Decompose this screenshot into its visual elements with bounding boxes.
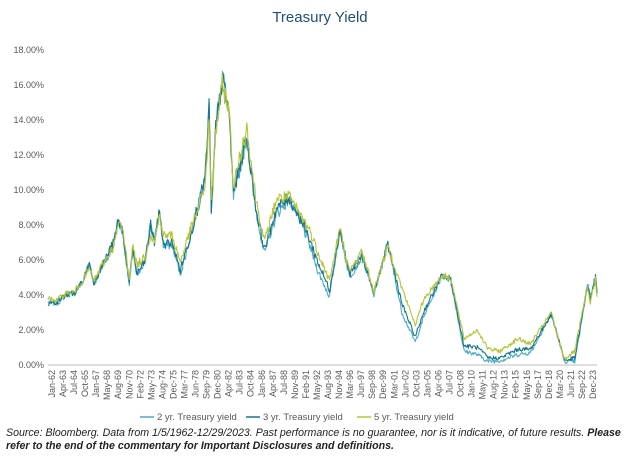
x-tick-label: Apr-63 bbox=[58, 370, 68, 397]
y-tick-label: 14.00% bbox=[13, 115, 44, 125]
x-tick-label: Nov-94 bbox=[334, 370, 344, 399]
x-tick-label: Nov-89 bbox=[290, 370, 300, 399]
x-tick-label: May-73 bbox=[146, 370, 156, 400]
x-tick-label: Aug-93 bbox=[323, 370, 333, 399]
x-tick-label: Oct-84 bbox=[246, 370, 256, 397]
x-tick-label: Oct-65 bbox=[80, 370, 90, 397]
x-tick-label: Sep-22 bbox=[577, 370, 587, 399]
x-tick-label: Oct-03 bbox=[411, 370, 421, 397]
x-tick-label: Apr-82 bbox=[224, 370, 234, 397]
x-tick-label: Aug-74 bbox=[157, 370, 167, 399]
legend-label: 5 yr. Treasury yield bbox=[374, 412, 454, 423]
x-tick-label: Sep-17 bbox=[533, 370, 543, 399]
x-tick-label: Jan-10 bbox=[467, 370, 477, 398]
x-tick-label: Jun-02 bbox=[400, 370, 410, 398]
x-tick-label: Dec-80 bbox=[213, 370, 223, 399]
x-tick-label: Mar-01 bbox=[389, 370, 399, 399]
x-tick-label: Mar-20 bbox=[555, 370, 565, 399]
x-axis-ticks: Jan-62 Apr-63 Jul-64 Oct-65 Jan-67 May-68 Aug-… bbox=[47, 370, 598, 400]
x-tick-label: Feb-72 bbox=[135, 370, 145, 399]
chart-title: Treasury Yield bbox=[272, 9, 368, 26]
y-axis-ticks: 0.00% 2.00% 4.00% 6.00% 8.00% 10.00% 12.00% 14.… bbox=[13, 45, 44, 370]
x-tick-label: Dec-23 bbox=[588, 370, 598, 399]
legend: 2 yr. Treasury yield 3 yr. Treasury yield… bbox=[140, 412, 454, 423]
x-tick-label: Jul-83 bbox=[235, 370, 245, 395]
x-tick-label: Mar-96 bbox=[345, 370, 355, 399]
treasury-yield-chart: 0.00% 2.00% 4.00% 6.00% 8.00% 10.00% 12.00% 14.… bbox=[13, 45, 598, 423]
x-tick-label: Jul-88 bbox=[279, 370, 289, 395]
series-layer bbox=[47, 70, 598, 365]
x-tick-label: Jun-21 bbox=[566, 370, 576, 398]
x-tick-label: Aug-12 bbox=[489, 370, 499, 399]
series-line-1 bbox=[47, 70, 598, 365]
x-tick-label: Feb-91 bbox=[301, 370, 311, 399]
x-tick-label: May-92 bbox=[312, 370, 322, 400]
x-tick-label: Jun-97 bbox=[356, 370, 366, 398]
y-tick-label: 16.00% bbox=[13, 80, 44, 90]
x-tick-label: Feb-15 bbox=[511, 370, 521, 399]
source-text: Source: Bloomberg. Data from 1/5/1962-12… bbox=[6, 427, 585, 439]
y-tick-label: 6.00% bbox=[18, 255, 44, 265]
y-tick-label: 8.00% bbox=[18, 220, 44, 230]
x-tick-label: Dec-18 bbox=[544, 370, 554, 399]
x-tick-label: Jan-67 bbox=[91, 370, 101, 398]
x-tick-label: Jan-05 bbox=[422, 370, 432, 398]
y-tick-label: 2.00% bbox=[18, 325, 44, 335]
x-tick-label: May-16 bbox=[522, 370, 532, 400]
legend-label: 2 yr. Treasury yield bbox=[157, 412, 237, 423]
x-tick-label: Mar-77 bbox=[179, 370, 189, 399]
x-tick-label: Jan-62 bbox=[47, 370, 57, 398]
x-tick-label: Apr-06 bbox=[433, 370, 443, 397]
y-tick-label: 4.00% bbox=[18, 290, 44, 300]
x-tick-label: Nov-70 bbox=[124, 370, 134, 399]
series-line-2 bbox=[47, 72, 598, 362]
y-tick-label: 0.00% bbox=[18, 360, 44, 370]
legend-label: 3 yr. Treasury yield bbox=[263, 412, 343, 423]
x-tick-label: Jun-78 bbox=[191, 370, 201, 398]
x-tick-label: Oct-08 bbox=[456, 370, 466, 397]
y-tick-label: 10.00% bbox=[13, 185, 44, 195]
x-tick-label: May-11 bbox=[478, 370, 488, 399]
source-note: Source: Bloomberg. Data from 1/5/1962-12… bbox=[6, 427, 634, 453]
x-tick-label: Dec-99 bbox=[378, 370, 388, 399]
x-tick-label: May-68 bbox=[102, 370, 112, 400]
x-tick-label: Jul-07 bbox=[444, 370, 454, 395]
x-tick-label: Apr-87 bbox=[268, 370, 278, 397]
x-tick-label: Jan-86 bbox=[257, 370, 267, 398]
x-tick-label: Sep-98 bbox=[367, 370, 377, 399]
x-tick-label: Dec-75 bbox=[168, 370, 178, 399]
x-tick-label: Jul-64 bbox=[69, 370, 79, 395]
y-tick-label: 12.00% bbox=[13, 150, 44, 160]
x-tick-label: Sep-79 bbox=[202, 370, 212, 399]
y-tick-label: 18.00% bbox=[13, 45, 44, 55]
x-tick-label: Aug-69 bbox=[113, 370, 123, 399]
series-line-3 bbox=[47, 73, 598, 361]
x-tick-label: Nov-13 bbox=[500, 370, 510, 399]
disclosure-text: Please refer to the end of the commentar… bbox=[6, 427, 621, 452]
